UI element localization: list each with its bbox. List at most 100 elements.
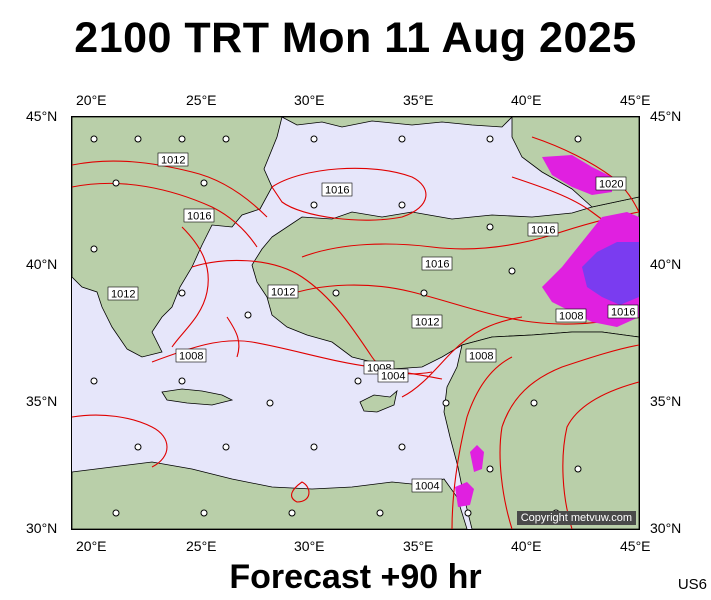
- isobar-line: [72, 414, 168, 468]
- isobar-line: [226, 316, 240, 358]
- isobar-line: [301, 211, 639, 258]
- wind-station: [310, 135, 318, 143]
- svg-text:1012: 1012: [271, 287, 295, 299]
- svg-text:1016: 1016: [611, 307, 635, 319]
- isobar-label: 1016: [527, 222, 559, 237]
- precipitation: [455, 155, 639, 507]
- wind-station: [574, 465, 582, 473]
- isobar-label: 1012: [411, 314, 443, 329]
- lon-label-top-40: 40°E: [511, 92, 542, 108]
- lon-label-bottom-25: 25°E: [186, 538, 217, 554]
- lat-label-right-35: 35°N: [650, 393, 682, 409]
- wind-station: [266, 399, 274, 407]
- lon-label-bottom-45: 45°E: [620, 538, 651, 554]
- svg-text:1012: 1012: [161, 155, 185, 167]
- svg-text:1016: 1016: [325, 185, 349, 197]
- lon-label-top-25: 25°E: [186, 92, 217, 108]
- isobar-label: 1012: [267, 284, 299, 299]
- isobar-line: [72, 160, 268, 218]
- lat-label-right-40: 40°N: [650, 256, 682, 272]
- lat-label-left-45: 45°N: [26, 108, 58, 124]
- isobar-label: 1008: [465, 348, 497, 363]
- wind-station: [134, 135, 142, 143]
- lon-label-top-30: 30°E: [294, 92, 325, 108]
- isobar-line: [171, 226, 209, 348]
- wind-station: [464, 509, 472, 517]
- model-code: US6: [677, 576, 707, 593]
- isobar-label: 1016: [183, 208, 215, 223]
- wind-station: [310, 201, 318, 209]
- svg-text:1012: 1012: [415, 317, 439, 329]
- wind-station: [486, 135, 494, 143]
- wind-station: [178, 377, 186, 385]
- svg-text:1020: 1020: [599, 179, 623, 191]
- rain-area-levant-2: [455, 482, 474, 507]
- lat-label-left-30: 30°N: [26, 520, 58, 536]
- wind-station: [200, 509, 208, 517]
- svg-text:1016: 1016: [531, 225, 555, 237]
- wind-station: [134, 443, 142, 451]
- rain-area-east-heavy: [582, 242, 639, 305]
- isobar-label: 1016: [607, 304, 639, 319]
- wind-station: [442, 399, 450, 407]
- wind-station: [508, 267, 516, 275]
- svg-text:1008: 1008: [179, 351, 203, 363]
- lon-label-top-45: 45°E: [620, 92, 651, 108]
- isobar-label: 1016: [421, 256, 453, 271]
- isobar-label: 1004: [377, 368, 409, 383]
- svg-text:1016: 1016: [425, 259, 449, 271]
- lat-label-left-40: 40°N: [26, 256, 58, 272]
- lon-label-bottom-20: 20°E: [76, 538, 107, 554]
- lon-label-bottom-35: 35°E: [403, 538, 434, 554]
- wind-station: [178, 135, 186, 143]
- isobar-label: 1012: [157, 152, 189, 167]
- wind-station: [222, 443, 230, 451]
- wind-station: [530, 399, 538, 407]
- wind-station: [354, 377, 362, 385]
- wind-station: [332, 289, 340, 297]
- wind-station: [398, 443, 406, 451]
- isobar-line: [291, 481, 310, 503]
- svg-text:1016: 1016: [187, 211, 211, 223]
- wind-station: [90, 377, 98, 385]
- isobar-line: [451, 356, 513, 529]
- land-north-africa: [72, 461, 468, 529]
- isobar-label: 1016: [321, 182, 353, 197]
- isobar-line: [499, 344, 639, 529]
- wind-station: [244, 311, 252, 319]
- wind-station: [112, 509, 120, 517]
- island-crete: [161, 388, 234, 406]
- isobar-line: [562, 381, 639, 529]
- wind-station: [288, 509, 296, 517]
- lat-label-left-35: 35°N: [26, 393, 58, 409]
- isobar-label: 1012: [107, 286, 139, 301]
- isobar-line: [281, 284, 639, 325]
- wind-station: [90, 135, 98, 143]
- wind-station: [200, 179, 208, 187]
- isobar-label: 1008: [555, 308, 587, 323]
- svg-text:1008: 1008: [559, 311, 583, 323]
- wind-station: [398, 201, 406, 209]
- isobar-label: 1004: [411, 478, 443, 493]
- forecast-label: Forecast +90 hr: [229, 558, 482, 596]
- isobar-label: 1008: [175, 348, 207, 363]
- wind-stations: [90, 135, 582, 517]
- lon-label-bottom-40: 40°E: [511, 538, 542, 554]
- rain-area-caucasus: [542, 155, 612, 195]
- wind-station: [376, 509, 384, 517]
- svg-text:1004: 1004: [415, 481, 439, 493]
- map-canvas: 1012 1016 1016 1012 1016 1008 1012 1008 …: [72, 117, 639, 529]
- weather-map: 1012 1016 1016 1012 1016 1008 1012 1008 …: [71, 116, 640, 530]
- land-levant: [443, 331, 639, 529]
- map-title: 2100 TRT Mon 11 Aug 2025: [74, 14, 637, 62]
- svg-text:1012: 1012: [111, 289, 135, 301]
- island-cyprus: [359, 389, 398, 413]
- wind-station: [398, 135, 406, 143]
- wind-station: [486, 223, 494, 231]
- lon-label-top-20: 20°E: [76, 92, 107, 108]
- svg-text:1008: 1008: [469, 351, 493, 363]
- wind-station: [90, 245, 98, 253]
- lat-label-right-45: 45°N: [650, 108, 682, 124]
- wind-station: [178, 289, 186, 297]
- lon-label-bottom-30: 30°E: [294, 538, 325, 554]
